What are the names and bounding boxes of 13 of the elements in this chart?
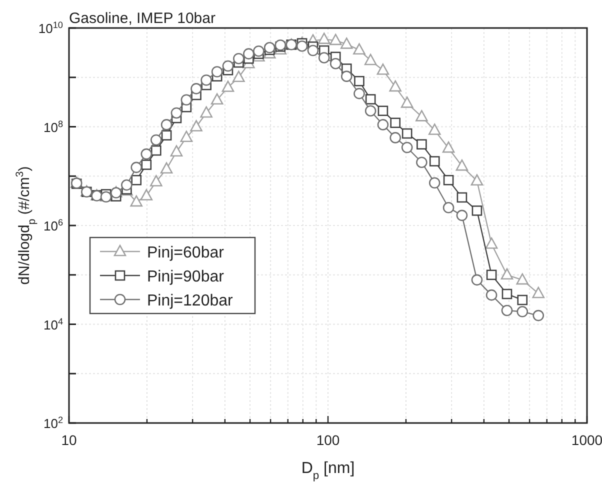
y-tick-label: 10$^{10}$ xyxy=(38,20,63,36)
x-tick-label: 1000 xyxy=(571,432,602,448)
y-tick-label: 10$^{2}$ xyxy=(43,415,63,431)
x-axis-title: D$_{p}$ [nm] xyxy=(301,460,355,482)
x-tick-label: 100 xyxy=(316,432,340,448)
legend-label: Pinj=90bar xyxy=(147,268,225,286)
y-tick-label: 10$^{6}$ xyxy=(43,218,63,234)
y-tick-label: 10$^{4}$ xyxy=(43,316,63,332)
chart-title: Gasoline, IMEP 10bar xyxy=(69,10,216,27)
legend-label: Pinj=60bar xyxy=(147,244,225,262)
legend-label: Pinj=120bar xyxy=(147,292,234,310)
x-tick-label: 10 xyxy=(61,432,77,448)
y-tick-label: 10$^{8}$ xyxy=(43,118,63,135)
